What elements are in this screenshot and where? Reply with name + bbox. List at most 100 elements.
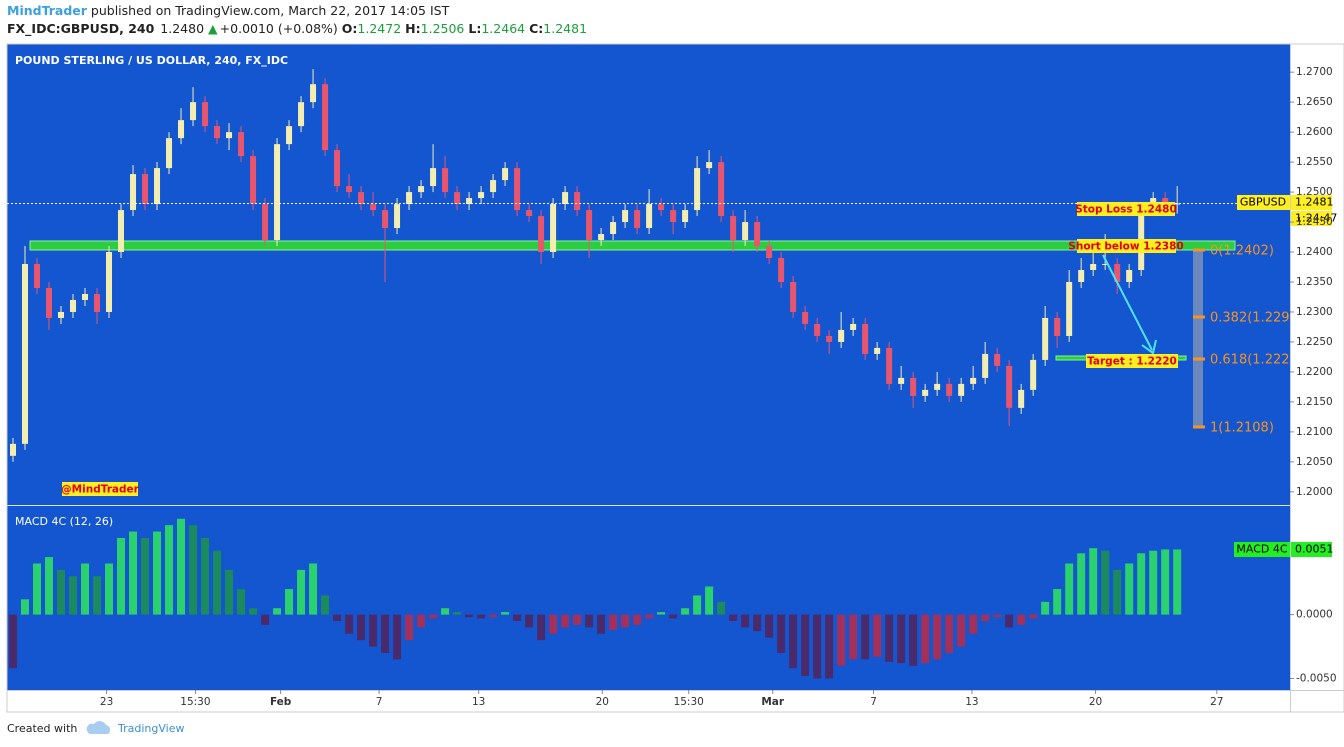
symbol: FX_IDC:GBPUSD, 240 bbox=[7, 21, 155, 37]
y-tick-label: -0.0050 bbox=[1296, 673, 1337, 685]
price-pane bbox=[7, 44, 1290, 505]
macd-bar bbox=[45, 557, 54, 615]
candle-body bbox=[874, 347, 881, 354]
plot bbox=[9, 69, 1182, 679]
candle-body bbox=[922, 389, 929, 396]
candle-body bbox=[142, 174, 149, 205]
macd-bar bbox=[1089, 548, 1098, 615]
ohlc-label: H: bbox=[405, 21, 420, 36]
macd-bar bbox=[657, 612, 666, 615]
macd-bar bbox=[393, 614, 402, 660]
candle-body bbox=[718, 162, 725, 217]
ohlc-value: 1.2481 bbox=[543, 21, 587, 36]
candle-body bbox=[706, 162, 713, 169]
macd-bar bbox=[753, 614, 762, 632]
annotation-box bbox=[1077, 239, 1176, 253]
candle-body bbox=[790, 281, 797, 312]
macd-title: MACD 4C (12, 26) bbox=[15, 515, 113, 528]
arrow: ▲ bbox=[208, 21, 218, 36]
macd-bar bbox=[957, 614, 966, 647]
candle-body bbox=[766, 246, 773, 259]
macd-bar bbox=[801, 614, 810, 676]
candle-body bbox=[190, 102, 197, 121]
candle-body bbox=[982, 353, 989, 378]
macd-bar bbox=[741, 614, 750, 628]
ohlc-value: 1.2506 bbox=[421, 21, 465, 36]
candle-body bbox=[898, 377, 905, 384]
price-label-value: 1.2481 bbox=[1295, 196, 1334, 209]
macd-bar bbox=[861, 614, 870, 660]
macd-bar bbox=[153, 531, 162, 615]
macd-bar bbox=[93, 576, 102, 615]
macd-bar bbox=[441, 608, 450, 615]
arrow-shaft bbox=[1102, 254, 1153, 351]
candle-body bbox=[82, 293, 89, 300]
macd-bar bbox=[201, 537, 210, 615]
macd-bar bbox=[249, 608, 258, 615]
price-label-name: GBPUSD bbox=[1240, 196, 1286, 209]
candle-body bbox=[742, 222, 749, 241]
price-label-box bbox=[1291, 195, 1332, 210]
macd-bar bbox=[981, 614, 990, 621]
macd-bar bbox=[81, 563, 90, 615]
published: published on TradingView.com, March 22, … bbox=[91, 3, 450, 18]
macd-bar bbox=[549, 614, 558, 634]
fib-label: 0.618(1.222 bbox=[1210, 353, 1290, 368]
candle-body bbox=[454, 192, 461, 205]
candle-body bbox=[22, 264, 29, 444]
candle-body bbox=[814, 323, 821, 336]
macd-bar bbox=[1053, 589, 1062, 615]
candle-body bbox=[886, 347, 893, 384]
arrow-head bbox=[1141, 339, 1157, 355]
macd-bar bbox=[765, 614, 774, 638]
macd-bar bbox=[849, 614, 858, 660]
candle-body bbox=[994, 353, 1001, 366]
macd-bar bbox=[285, 589, 294, 615]
candle-body bbox=[358, 192, 365, 205]
macd-bar bbox=[1077, 553, 1086, 615]
candle-body bbox=[1054, 317, 1061, 336]
macd-bar bbox=[417, 614, 426, 628]
macd-bar bbox=[129, 531, 138, 615]
candle-body bbox=[406, 192, 413, 205]
fib-label: 1(1.2108) bbox=[1210, 421, 1274, 436]
candle-body bbox=[1090, 264, 1097, 271]
candle-body bbox=[526, 210, 533, 217]
macd-bar bbox=[885, 614, 894, 662]
change: +0.0010 (+0.08%) bbox=[220, 21, 338, 36]
candle-body bbox=[154, 168, 161, 205]
macd-bar bbox=[165, 525, 174, 615]
footer: Created with TradingView bbox=[7, 721, 184, 735]
macd-bar bbox=[621, 614, 630, 628]
macd-bar bbox=[189, 525, 198, 615]
brand[interactable]: TradingView bbox=[117, 722, 184, 735]
macd-bar bbox=[945, 614, 954, 653]
macd-bar bbox=[825, 614, 834, 679]
x-tick-label: 7 bbox=[376, 696, 383, 708]
macd-bar bbox=[585, 614, 594, 628]
candle-body bbox=[418, 186, 425, 193]
y-tick-label: 1.2400 bbox=[1296, 246, 1333, 258]
y-tick-label: 1.2100 bbox=[1296, 426, 1333, 438]
y-tick-label: 1.2200 bbox=[1296, 366, 1333, 378]
candle-body bbox=[514, 168, 521, 211]
chart-title: POUND STERLING / US DOLLAR, 240, FX_IDC bbox=[15, 54, 288, 67]
annotation: Target : 1.2220 bbox=[1087, 356, 1177, 368]
macd-label-value: 0.0051 bbox=[1295, 543, 1334, 556]
macd-bar bbox=[1149, 550, 1158, 615]
macd-bar bbox=[897, 614, 906, 664]
x-tick-label: 13 bbox=[965, 696, 978, 708]
candle-body bbox=[610, 222, 617, 235]
macd-bar bbox=[501, 612, 510, 615]
candle-body bbox=[58, 311, 65, 318]
macd-bar bbox=[33, 563, 42, 615]
macd-bar bbox=[1137, 553, 1146, 615]
macd-bar bbox=[69, 576, 78, 615]
watermark: @MindTrader bbox=[61, 484, 139, 496]
author[interactable]: MindTrader bbox=[7, 3, 88, 18]
x-tick-label: 23 bbox=[100, 696, 113, 708]
candle-body bbox=[322, 84, 329, 151]
x-tick-label: Mar bbox=[761, 696, 785, 708]
macd-bar bbox=[729, 614, 738, 621]
candle-body bbox=[826, 335, 833, 342]
